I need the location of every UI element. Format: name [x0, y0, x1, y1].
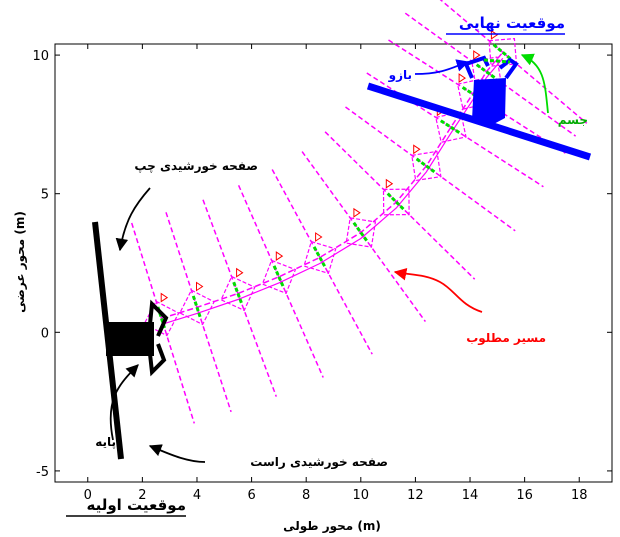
panel-line: [404, 12, 577, 137]
body-link: [492, 43, 513, 62]
arm-marker: [160, 292, 169, 303]
body-link: [439, 119, 462, 135]
body-outline: [179, 289, 215, 326]
initial-body: [106, 322, 154, 356]
left-panel-label: صفحه خورشیدی چپ: [134, 159, 258, 174]
y-axis-label: محور عرضی (m): [13, 211, 28, 313]
plot-frame: [54, 43, 613, 483]
initial-arm-bottom: [148, 343, 167, 377]
arm-marker: [385, 178, 394, 189]
arm-marker: [196, 281, 204, 292]
body-link: [272, 265, 286, 289]
body-outline: [261, 259, 297, 295]
final-position-label: موقعیت نهایی: [459, 14, 565, 32]
panel-line: [165, 212, 232, 413]
panel-line: [345, 106, 516, 232]
y-axis-ticks: -5 0 5 10: [32, 49, 612, 480]
arm-label: بازو: [388, 68, 412, 83]
body-outline: [435, 111, 467, 144]
x-tick-label: 10: [353, 488, 370, 503]
x-tick-label: 16: [516, 488, 533, 503]
panel-line: [439, 0, 588, 124]
body-outline: [411, 150, 442, 182]
arm-marker: [236, 267, 244, 278]
initial-arm-top: [148, 299, 169, 337]
body-outline: [382, 188, 410, 216]
x-tick-label: 0: [84, 488, 92, 503]
desired-path-arrow: [393, 268, 483, 313]
arm-marker: [315, 232, 323, 242]
body-label: جسم: [558, 113, 588, 127]
arm-arrow: [414, 59, 470, 75]
final-body-link: [483, 58, 511, 64]
right-panel-label: صفحه خورشیدی راست: [250, 455, 388, 470]
y-tick-label: -5: [36, 465, 49, 480]
final-spacecraft: [366, 55, 592, 161]
body-link: [386, 192, 406, 212]
body-outline: [143, 300, 180, 337]
arm-markers: [160, 29, 499, 303]
initial-position-label: موقعیت اولیه: [86, 496, 186, 514]
body-link: [475, 63, 497, 80]
base-label: پایه: [95, 435, 116, 449]
body-outline: [220, 275, 256, 312]
arm-marker: [473, 50, 481, 61]
x-axis-ticks: 02468101214161820: [84, 44, 588, 503]
arm-marker: [353, 207, 361, 218]
x-tick-label: 12: [407, 488, 424, 503]
initial-spacecraft: [92, 221, 169, 460]
body-link: [191, 295, 203, 320]
body-link: [352, 221, 370, 244]
right-panel-arrow: [148, 444, 206, 463]
final-arm-right: [498, 57, 519, 80]
arm-marker: [275, 251, 284, 262]
x-axis-label: محور طولی (m): [283, 519, 381, 534]
x-tick-label: 8: [302, 488, 310, 503]
body-outline: [345, 217, 377, 248]
body-link: [415, 157, 437, 175]
final-body: [472, 78, 506, 126]
arm-marker: [413, 144, 421, 155]
x-tick-label: 14: [462, 488, 479, 503]
desired-path-label: مسیر مطلوب: [466, 331, 546, 346]
x-tick-label: 4: [193, 488, 201, 503]
body-link: [312, 246, 327, 269]
body-link: [232, 281, 244, 306]
y-tick-label: 5: [41, 188, 49, 203]
left-panel-arrow: [115, 187, 151, 252]
base-arrow: [109, 364, 139, 441]
y-tick-label: 10: [32, 49, 49, 64]
arm-marker: [458, 73, 467, 84]
y-tick-label: 0: [41, 326, 49, 341]
x-tick-label: 18: [571, 488, 588, 503]
x-tick-label: 2: [138, 488, 146, 503]
x-tick-label: 6: [247, 488, 255, 503]
body-arrow: [520, 53, 549, 114]
panel-line: [324, 131, 476, 280]
body-outline: [303, 240, 337, 275]
arm-marker: [490, 29, 499, 40]
